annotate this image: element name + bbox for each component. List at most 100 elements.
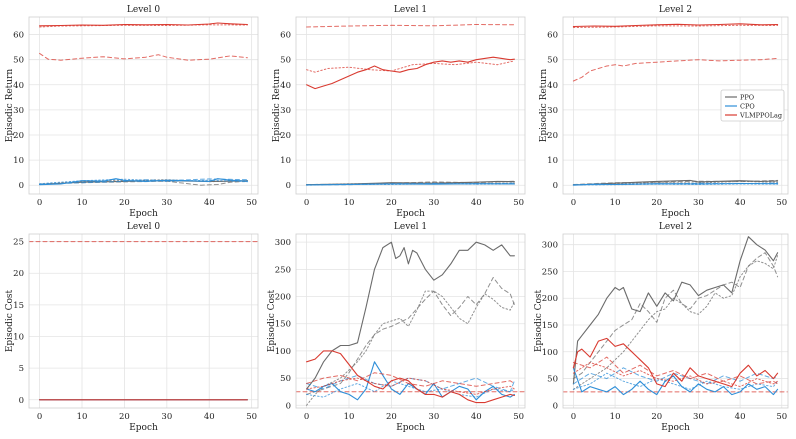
y-tick-label: 200 (542, 294, 558, 304)
y-tick-label: 30 (547, 106, 558, 116)
x-tick-label: 0 (37, 198, 42, 208)
plot-area (29, 17, 258, 194)
legend-entry: VLMPPOLag (739, 112, 782, 120)
y-axis-label: Episodic Cost (534, 289, 544, 352)
series-group (572, 23, 779, 186)
y-tick-label: 100 (275, 347, 291, 357)
series-group (29, 241, 258, 401)
x-tick-label: 30 (693, 412, 704, 422)
x-tick-label: 50 (246, 412, 257, 422)
x-tick-label: 10 (610, 412, 621, 422)
y-tick-label: 0 (553, 181, 558, 191)
series-line (572, 372, 779, 390)
y-tick-label: 40 (280, 81, 291, 91)
legend-entry: PPO (740, 94, 754, 102)
legend-box (720, 89, 785, 122)
y-tick-label: 15 (13, 301, 24, 311)
x-tick-label: 40 (204, 198, 215, 208)
y-tick-label: 60 (280, 31, 291, 41)
series-group (563, 236, 788, 396)
x-tick-label: 10 (77, 198, 88, 208)
series-line (572, 367, 779, 385)
y-axis-label: Episodic Return (539, 69, 549, 143)
series-line (572, 367, 779, 396)
panel-title: Level 2 (659, 5, 692, 15)
x-tick-label: 20 (119, 198, 130, 208)
series-line (306, 290, 515, 406)
x-tick-label: 50 (776, 198, 787, 208)
series-line (39, 178, 248, 185)
x-tick-label: 20 (119, 412, 130, 422)
y-tick-label: 25 (13, 238, 24, 248)
x-tick-label: 10 (344, 198, 355, 208)
plot-frame (562, 16, 789, 195)
y-tick-label: 250 (275, 265, 291, 275)
series-group (306, 24, 515, 186)
y-tick-label: 50 (547, 56, 558, 66)
x-axis-label: Epoch (396, 423, 425, 433)
panel-title: Level 0 (127, 222, 160, 232)
y-tick-label: 10 (547, 156, 558, 166)
x-tick-label: 50 (246, 198, 257, 208)
y-tick-label: 50 (280, 56, 291, 66)
series-line (306, 350, 515, 404)
x-tick-label: 0 (571, 198, 576, 208)
y-tick-label: 0 (19, 396, 24, 406)
x-tick-label: 50 (513, 412, 524, 422)
plot-frame (295, 233, 526, 409)
y-tick-label: 250 (542, 267, 558, 277)
y-tick-label: 0 (19, 181, 24, 191)
x-tick-label: 30 (428, 198, 439, 208)
series-line (39, 52, 248, 61)
plot-frame (295, 16, 526, 195)
panel-2: 0 10 20 30 40 50 0 10 20 30 40 50 60 Level 1 Epoch Epis… (272, 5, 526, 219)
plot-area (296, 234, 525, 408)
y-tick-label: 10 (13, 156, 24, 166)
y-axis-label: Episodic Cost (5, 289, 15, 352)
y-tick-label: 40 (547, 81, 558, 91)
x-axis-label: Epoch (396, 209, 425, 219)
x-tick-label: 30 (161, 412, 172, 422)
y-axis-label: Episodic Cost (267, 289, 277, 352)
y-tick-label: 0 (286, 181, 291, 191)
y-tick-label: 40 (13, 81, 24, 91)
series-line (306, 56, 515, 90)
panel-5: 0 10 20 30 40 50 0 50 100 150 200 250 300 Level 1 Epoc… (267, 222, 526, 433)
series-line (572, 183, 779, 186)
series-line (39, 22, 248, 27)
y-tick-label: 20 (280, 131, 291, 141)
series-line (572, 57, 779, 82)
y-tick-label: 150 (275, 320, 291, 330)
series-line (39, 24, 248, 28)
y-tick-label: 30 (13, 106, 24, 116)
y-tick-label: 5 (19, 364, 24, 374)
series-line (306, 361, 515, 401)
x-tick-label: 0 (304, 412, 309, 422)
x-tick-label: 10 (610, 198, 621, 208)
y-tick-label: 300 (275, 238, 291, 248)
plot-frame (28, 233, 259, 409)
y-tick-label: 20 (13, 269, 24, 279)
panel-title: Level 0 (127, 5, 160, 15)
series-line (306, 374, 515, 393)
plot-frame (28, 16, 259, 195)
y-tick-label: 150 (542, 321, 558, 331)
plot-area (296, 17, 525, 194)
series-line (572, 337, 779, 388)
x-tick-label: 40 (204, 412, 215, 422)
x-tick-label: 20 (651, 198, 662, 208)
series-group (39, 22, 248, 186)
x-tick-label: 30 (161, 198, 172, 208)
x-tick-label: 50 (513, 198, 524, 208)
x-axis-label: Epoch (661, 423, 690, 433)
panel-4: 0 10 20 30 40 50 0 5 10 15 20 25 Level 0 Epoch Episodi… (5, 222, 259, 433)
y-tick-label: 50 (547, 375, 558, 385)
series-line (306, 24, 515, 28)
x-tick-label: 20 (386, 412, 397, 422)
panel-title: Level 2 (659, 222, 692, 232)
panel-title: Level 1 (394, 5, 427, 15)
y-tick-label: 0 (286, 401, 291, 411)
x-axis-label: Epoch (129, 209, 158, 219)
